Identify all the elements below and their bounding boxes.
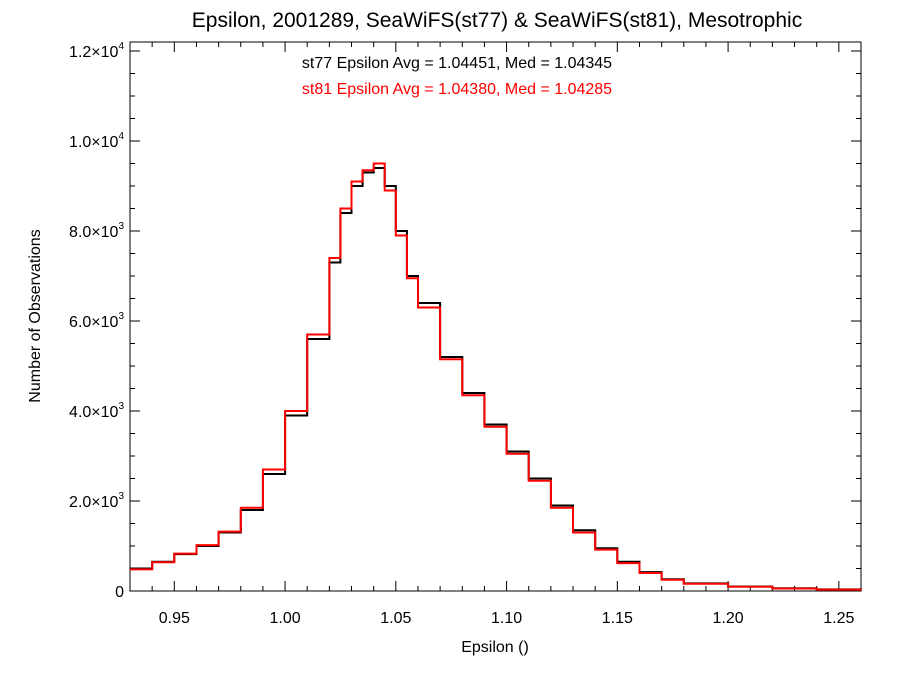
y-axis-label: Number of Observations xyxy=(27,229,44,402)
x-tick-label: 1.10 xyxy=(491,610,522,627)
series-line-st81 xyxy=(130,162,862,591)
plot-frame xyxy=(129,41,862,592)
annotations: st77 Epsilon Avg = 1.04451, Med = 1.0434… xyxy=(302,55,612,98)
y-tick-label: 1.2×104 xyxy=(69,41,124,61)
chart-title: Epsilon, 2001289, SeaWiFS(st77) & SeaWiF… xyxy=(192,9,802,32)
annotation-st81: st81 Epsilon Avg = 1.04380, Med = 1.0428… xyxy=(302,81,612,98)
y-tick-label: 1.0×104 xyxy=(69,131,124,151)
x-tick-label: 1.15 xyxy=(602,610,633,627)
y-tick-label: 8.0×103 xyxy=(69,221,124,241)
x-tick-label: 1.00 xyxy=(269,610,300,627)
y-tick-label: 0 xyxy=(115,584,124,601)
y-tick-label: 4.0×103 xyxy=(69,401,124,421)
series-line-st77 xyxy=(130,167,862,591)
x-tick-label: 1.25 xyxy=(823,610,854,627)
x-tick-label: 1.20 xyxy=(713,610,744,627)
annotation-st77: st77 Epsilon Avg = 1.04451, Med = 1.0434… xyxy=(302,55,612,72)
y-tick-label: 6.0×103 xyxy=(69,311,124,331)
x-tick-label: 0.95 xyxy=(159,610,190,627)
y-tick-label: 2.0×103 xyxy=(69,491,124,511)
x-tick-labels: 0.95 1.00 1.05 1.10 1.15 1.20 1.25 xyxy=(159,610,855,627)
y-tick-labels: 0 2.0×103 4.0×103 6.0×103 8.0×103 1.0×104 1.2×… xyxy=(69,41,124,601)
x-axis-label: Epsilon () xyxy=(461,639,529,656)
x-tick-label: 1.05 xyxy=(380,610,411,627)
series-group xyxy=(130,162,862,591)
axis-ticks xyxy=(129,42,862,592)
